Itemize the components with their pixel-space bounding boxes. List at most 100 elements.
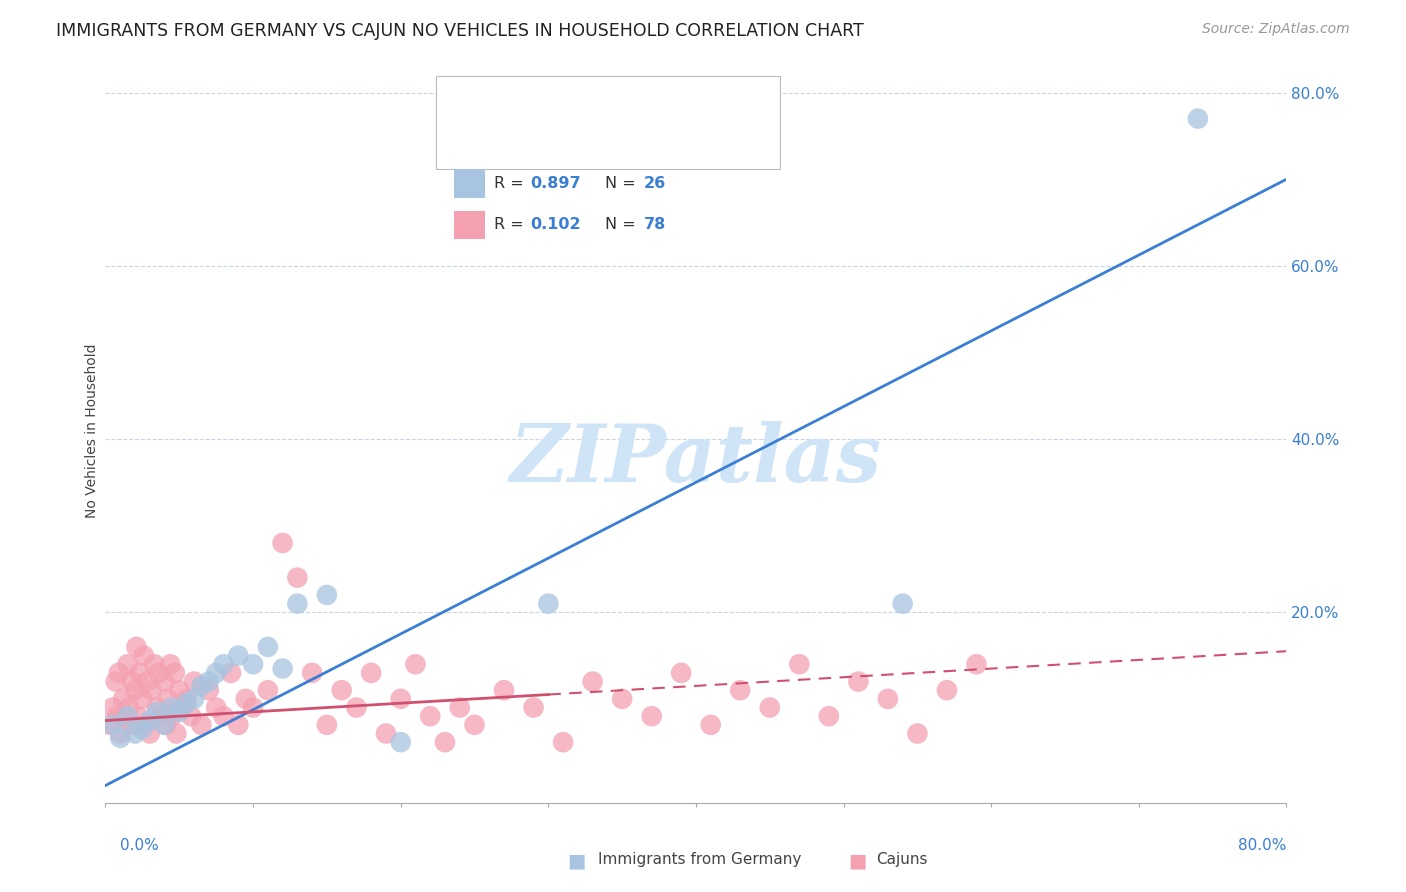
Point [492, 683, 515, 698]
Point [180, 709, 202, 723]
Point [449, 700, 471, 714]
Point [148, 665, 170, 680]
Point [374, 726, 398, 740]
Text: 26: 26 [644, 176, 666, 191]
Point [169, 705, 191, 719]
Point [118, 700, 141, 714]
Point [160, 709, 183, 723]
Point [730, 683, 752, 698]
Text: IMMIGRANTS FROM GERMANY VS CAJUN NO VEHICLES IN HOUSEHOLD CORRELATION CHART: IMMIGRANTS FROM GERMANY VS CAJUN NO VEHI… [56, 22, 865, 40]
Text: ■: ■ [848, 852, 868, 871]
Point [159, 657, 181, 672]
Point [190, 718, 212, 732]
Point [138, 714, 162, 728]
Point [197, 674, 219, 689]
Point [759, 700, 782, 714]
Point [205, 665, 228, 680]
Point [104, 674, 127, 689]
Point [150, 709, 173, 723]
Point [936, 683, 959, 698]
Text: N =: N = [605, 217, 641, 232]
Point [117, 709, 139, 723]
Point [228, 648, 250, 663]
Point [346, 700, 368, 714]
Point [877, 691, 900, 706]
Point [287, 597, 309, 611]
Point [301, 665, 323, 680]
Point [143, 657, 166, 672]
Point [117, 657, 139, 672]
Text: 0.102: 0.102 [530, 217, 581, 232]
Point [110, 731, 132, 745]
Point [160, 700, 183, 714]
Point [228, 718, 250, 732]
Point [287, 571, 309, 585]
Point [405, 657, 427, 672]
Point [138, 726, 162, 740]
Point [315, 588, 337, 602]
Point [131, 691, 153, 706]
Point [360, 665, 382, 680]
Point [315, 718, 337, 732]
Point [176, 691, 198, 706]
Text: 78: 78 [644, 217, 666, 232]
Point [121, 674, 143, 689]
Point [891, 597, 914, 611]
Point [330, 683, 353, 698]
Text: 80.0%: 80.0% [1239, 838, 1286, 854]
Point [125, 640, 148, 654]
Point [205, 700, 228, 714]
Text: 0.0%: 0.0% [120, 838, 159, 854]
Text: R =: R = [494, 217, 529, 232]
Point [219, 665, 242, 680]
Point [212, 709, 235, 723]
Point [242, 700, 264, 714]
Point [128, 665, 150, 680]
Point [169, 683, 191, 698]
Point [124, 726, 146, 740]
Text: ZIPatlas: ZIPatlas [510, 421, 882, 499]
Point [165, 726, 187, 740]
Point [818, 709, 841, 723]
Point [464, 718, 486, 732]
Point [212, 657, 235, 672]
Point [163, 665, 186, 680]
Point [271, 662, 294, 676]
Point [141, 683, 163, 698]
Point [183, 674, 205, 689]
Point [1187, 112, 1209, 126]
Point [699, 718, 723, 732]
Point [112, 691, 135, 706]
Point [235, 691, 257, 706]
Text: 0.897: 0.897 [530, 176, 581, 191]
Point [156, 691, 179, 706]
Point [190, 679, 212, 693]
Point [127, 709, 149, 723]
Point [155, 718, 177, 732]
Point [131, 722, 153, 736]
Point [389, 691, 412, 706]
Point [135, 674, 157, 689]
Point [197, 683, 219, 698]
Point [787, 657, 810, 672]
Point [671, 665, 693, 680]
Text: Immigrants from Germany: Immigrants from Germany [598, 852, 801, 867]
Point [105, 709, 128, 723]
Point [965, 657, 987, 672]
Point [523, 700, 546, 714]
Point [110, 726, 132, 740]
Point [172, 700, 194, 714]
Point [551, 735, 574, 749]
Text: R =: R = [494, 176, 529, 191]
Point [389, 735, 412, 749]
Point [124, 683, 146, 698]
Point [846, 674, 869, 689]
Y-axis label: No Vehicles in Household: No Vehicles in Household [86, 343, 100, 517]
Point [610, 691, 633, 706]
Point [114, 709, 136, 723]
Text: Source: ZipAtlas.com: Source: ZipAtlas.com [1202, 22, 1350, 37]
Point [101, 700, 124, 714]
Point [176, 696, 198, 710]
Text: ■: ■ [567, 852, 586, 871]
Point [153, 718, 176, 732]
